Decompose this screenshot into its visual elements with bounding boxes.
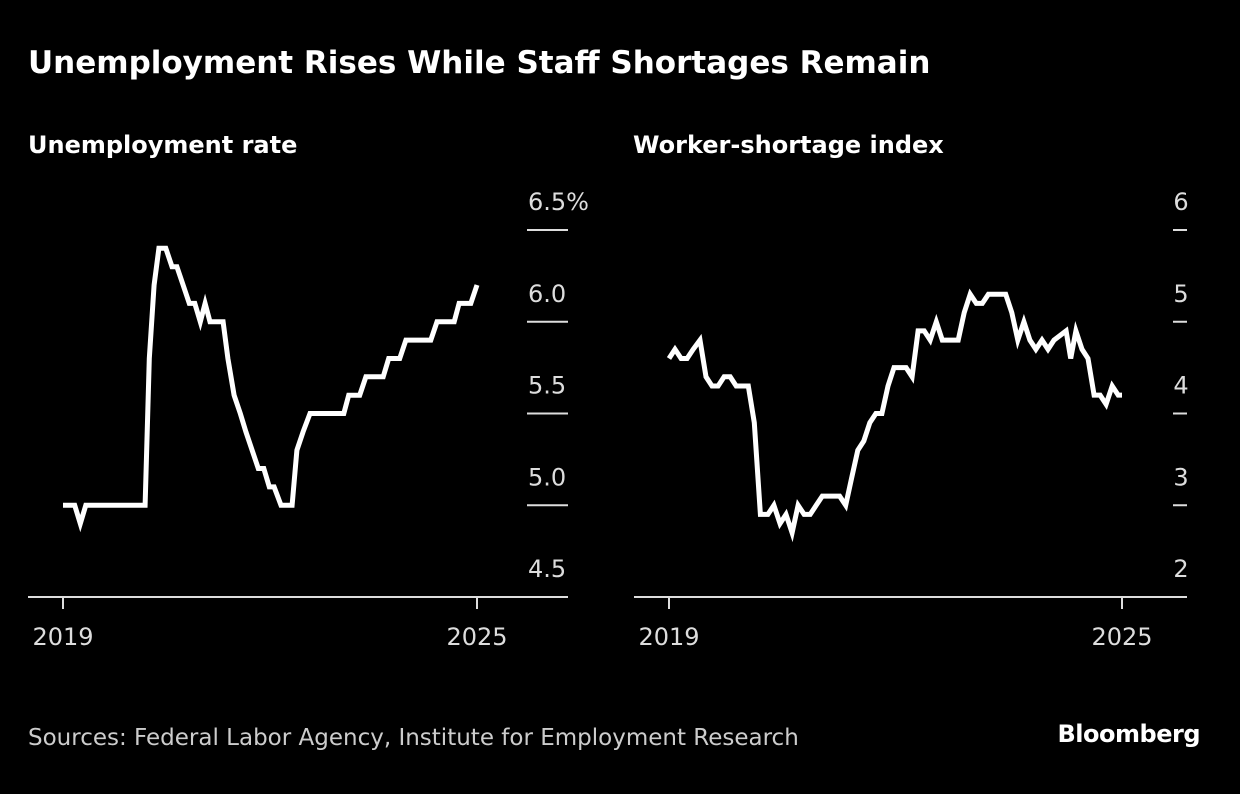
y-tick-label: 3 [1173,463,1188,491]
panel-2: Worker-shortage index 6 5 4 3 2 2019 2025 [633,131,1189,651]
y-tick-label: 4 [1173,372,1188,400]
y-tick-label: 6.0 [528,280,566,308]
y-tick-label: 5.0 [528,463,566,491]
y-tick-label: 5.5 [528,372,566,400]
x-tick-label: 2019 [638,623,699,651]
x-tick-label: 2025 [1091,623,1152,651]
panel-title: Worker-shortage index [633,131,944,159]
y-tick-label: 4.5 [528,555,566,583]
y-tick-label: 5 [1173,280,1188,308]
y-tick-label: 2 [1173,555,1188,583]
x-tick-label: 2025 [446,623,507,651]
panel-title: Unemployment rate [28,131,297,159]
panel-1: Unemployment rate 6.5% 6.0 5.5 5.0 4.5 2019 202… [28,131,589,651]
y-tick-label: 6 [1173,188,1188,216]
x-tick-label: 2019 [32,623,93,651]
chart-title: Unemployment Rises While Staff Shortages… [28,45,930,81]
series-line [63,245,480,533]
y-tick-label: 6.5% [528,188,589,216]
source-note: Sources: Federal Labor Agency, Institute… [28,725,799,751]
series-line [666,288,1122,543]
bloomberg-logo: Bloomberg [1058,720,1200,748]
